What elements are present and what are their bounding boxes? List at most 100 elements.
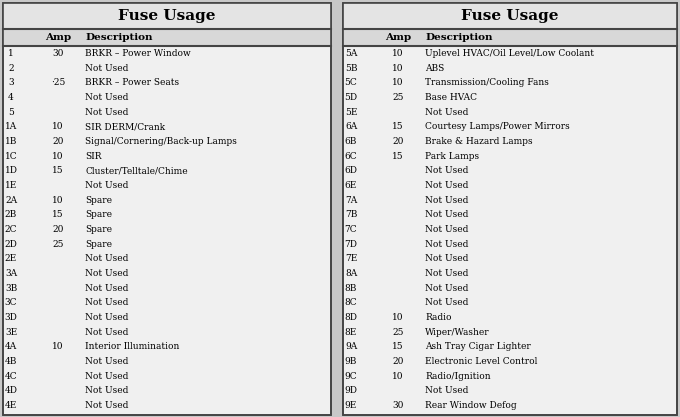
Text: 15: 15 xyxy=(52,210,64,219)
Text: 10: 10 xyxy=(392,313,404,322)
Text: 5E: 5E xyxy=(345,108,357,117)
Text: Spare: Spare xyxy=(85,240,112,249)
Text: 10: 10 xyxy=(392,49,404,58)
Text: 7C: 7C xyxy=(345,225,357,234)
Text: 10: 10 xyxy=(52,152,64,161)
Text: 15: 15 xyxy=(392,152,404,161)
Text: 20: 20 xyxy=(52,137,64,146)
Text: Ash Tray Cigar Lighter: Ash Tray Cigar Lighter xyxy=(425,342,531,352)
Text: 25: 25 xyxy=(392,93,404,102)
Text: Not Used: Not Used xyxy=(85,93,129,102)
Text: 9E: 9E xyxy=(345,401,357,410)
Text: Base HVAC: Base HVAC xyxy=(425,93,477,102)
Text: 6D: 6D xyxy=(345,166,358,175)
Text: Not Used: Not Used xyxy=(425,299,469,307)
Text: 2D: 2D xyxy=(5,240,18,249)
Text: 2: 2 xyxy=(8,63,14,73)
Text: Interior Illumination: Interior Illumination xyxy=(85,342,180,352)
Text: 8D: 8D xyxy=(345,313,358,322)
Text: Not Used: Not Used xyxy=(85,299,129,307)
Text: 4A: 4A xyxy=(5,342,17,352)
Text: 8C: 8C xyxy=(345,299,357,307)
Text: Not Used: Not Used xyxy=(85,254,129,264)
Text: 3D: 3D xyxy=(5,313,18,322)
Text: 9D: 9D xyxy=(345,387,358,395)
Text: Amp: Amp xyxy=(45,33,71,42)
Text: Brake & Hazard Lamps: Brake & Hazard Lamps xyxy=(425,137,532,146)
Text: 2C: 2C xyxy=(5,225,17,234)
Text: 5B: 5B xyxy=(345,63,357,73)
Text: ABS: ABS xyxy=(425,63,444,73)
Text: Radio: Radio xyxy=(425,313,452,322)
Text: 4C: 4C xyxy=(5,372,17,381)
Text: ·25: ·25 xyxy=(51,78,65,87)
Text: 2A: 2A xyxy=(5,196,17,205)
Text: 20: 20 xyxy=(52,225,64,234)
Text: 5: 5 xyxy=(8,108,14,117)
Text: 1D: 1D xyxy=(5,166,18,175)
Text: Transmission/Cooling Fans: Transmission/Cooling Fans xyxy=(425,78,549,87)
Text: Not Used: Not Used xyxy=(85,357,129,366)
Bar xyxy=(3,3,331,415)
Text: Not Used: Not Used xyxy=(425,269,469,278)
Text: 1B: 1B xyxy=(5,137,17,146)
Text: Not Used: Not Used xyxy=(85,328,129,337)
Text: BRKR – Power Window: BRKR – Power Window xyxy=(85,49,191,58)
Text: 4: 4 xyxy=(8,93,14,102)
Text: Not Used: Not Used xyxy=(425,254,469,264)
Text: Not Used: Not Used xyxy=(85,387,129,395)
Text: 9A: 9A xyxy=(345,342,357,352)
Text: Amp: Amp xyxy=(385,33,411,42)
Bar xyxy=(3,3,331,29)
Text: Not Used: Not Used xyxy=(85,401,129,410)
Text: Spare: Spare xyxy=(85,196,112,205)
Text: 15: 15 xyxy=(392,342,404,352)
Text: Fuse Usage: Fuse Usage xyxy=(461,9,559,23)
Bar xyxy=(3,3,331,415)
Text: 6A: 6A xyxy=(345,122,357,131)
Text: 6B: 6B xyxy=(345,137,357,146)
Text: Radio/Ignition: Radio/Ignition xyxy=(425,372,491,381)
Text: Description: Description xyxy=(425,33,492,42)
Text: Not Used: Not Used xyxy=(425,166,469,175)
Text: Not Used: Not Used xyxy=(425,225,469,234)
Bar xyxy=(343,3,677,415)
Text: Courtesy Lamps/Power Mirrors: Courtesy Lamps/Power Mirrors xyxy=(425,122,570,131)
Text: 6E: 6E xyxy=(345,181,357,190)
Text: 10: 10 xyxy=(392,78,404,87)
Text: 6C: 6C xyxy=(345,152,357,161)
Text: SIR DERM/Crank: SIR DERM/Crank xyxy=(85,122,165,131)
Text: 9B: 9B xyxy=(345,357,357,366)
Text: 2B: 2B xyxy=(5,210,17,219)
Text: Not Used: Not Used xyxy=(85,108,129,117)
Text: 5A: 5A xyxy=(345,49,357,58)
Text: 20: 20 xyxy=(392,357,404,366)
Text: Not Used: Not Used xyxy=(425,196,469,205)
Text: Not Used: Not Used xyxy=(425,240,469,249)
Text: 1A: 1A xyxy=(5,122,17,131)
Text: 15: 15 xyxy=(52,166,64,175)
Text: Description: Description xyxy=(85,33,152,42)
Text: 2E: 2E xyxy=(5,254,17,264)
Text: Not Used: Not Used xyxy=(85,372,129,381)
Text: 8A: 8A xyxy=(345,269,357,278)
Text: Not Used: Not Used xyxy=(85,284,129,293)
Text: 10: 10 xyxy=(52,342,64,352)
Text: Not Used: Not Used xyxy=(425,284,469,293)
Text: Not Used: Not Used xyxy=(85,63,129,73)
Text: 25: 25 xyxy=(52,240,64,249)
Text: 1C: 1C xyxy=(5,152,17,161)
Text: 10: 10 xyxy=(52,196,64,205)
Text: Fuse Usage: Fuse Usage xyxy=(118,9,216,23)
Text: Uplevel HVAC/Oil Level/Low Coolant: Uplevel HVAC/Oil Level/Low Coolant xyxy=(425,49,594,58)
Text: 8B: 8B xyxy=(345,284,357,293)
Bar xyxy=(343,3,677,415)
Text: Not Used: Not Used xyxy=(425,210,469,219)
Text: 3A: 3A xyxy=(5,269,17,278)
Text: Park Lamps: Park Lamps xyxy=(425,152,479,161)
Text: BRKR – Power Seats: BRKR – Power Seats xyxy=(85,78,179,87)
Text: 7B: 7B xyxy=(345,210,357,219)
Text: Spare: Spare xyxy=(85,210,112,219)
Text: Not Used: Not Used xyxy=(85,269,129,278)
Text: Spare: Spare xyxy=(85,225,112,234)
